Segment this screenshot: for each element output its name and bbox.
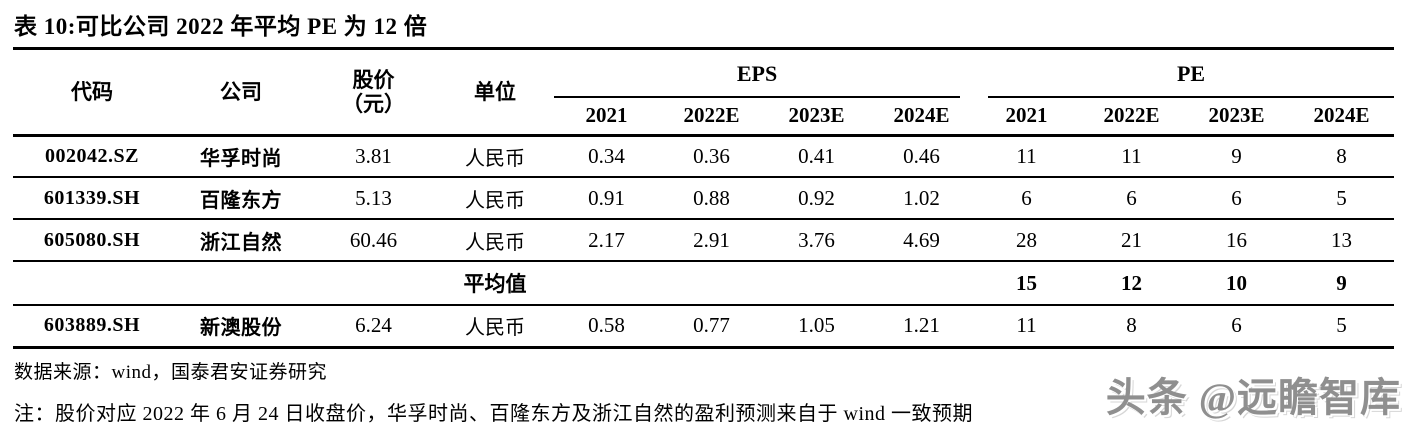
pe-value-cell: 8: [1289, 135, 1395, 178]
price-cell: 5.13: [311, 177, 436, 220]
empty-cell: [13, 261, 171, 306]
price-cell: 60.46: [311, 219, 436, 262]
company-cell: 百隆东方: [171, 177, 311, 220]
header-year-row: 2021 2022E 2023E 2024E 2021 2022E 2023E …: [13, 98, 1395, 137]
empty-cell: [659, 261, 764, 306]
eps-value-cell: 0.77: [659, 305, 764, 349]
column-header-unit: 单位: [436, 50, 554, 137]
comparable-companies-table: 代码 公司 股价 （元） 单位 EPS PE 2021 2022E 2023E …: [13, 50, 1395, 349]
column-header-code: 代码: [13, 50, 171, 137]
pe-value-cell: 21: [1079, 219, 1185, 262]
table-title: 表 10:可比公司 2022 年平均 PE 为 12 倍: [14, 14, 428, 39]
eps-value-cell: 0.34: [554, 135, 659, 178]
eps-value-cell: 1.02: [869, 177, 975, 220]
company-cell: 新澳股份: [171, 305, 311, 349]
eps-year-header: 2021: [554, 98, 659, 137]
pe-value-cell: 11: [974, 135, 1080, 178]
code-cell: 605080.SH: [13, 219, 171, 262]
pe-value-cell: 11: [1079, 135, 1185, 178]
pe-value-cell: 13: [1289, 219, 1395, 262]
pe-value-cell: 6: [1184, 177, 1290, 220]
code-cell: 601339.SH: [13, 177, 171, 220]
eps-value-cell: 2.91: [659, 219, 764, 262]
pe-average-cell: 9: [1289, 261, 1395, 306]
eps-value-cell: 0.46: [869, 135, 975, 178]
company-cell: 华孚时尚: [171, 135, 311, 178]
empty-cell: [554, 261, 659, 306]
company-cell: 浙江自然: [171, 219, 311, 262]
table-row-xinao: 603889.SH 新澳股份 6.24 人民币 0.58 0.77 1.05 1…: [13, 305, 1395, 349]
eps-value-cell: 0.36: [659, 135, 764, 178]
eps-value-cell: 0.92: [764, 177, 869, 220]
average-row: 平均值 15 12 10 9: [13, 261, 1395, 306]
group-header-pe-label: PE: [988, 52, 1395, 98]
price-cell: 6.24: [311, 305, 436, 349]
price-header-line2: （元）: [342, 91, 405, 116]
pe-year-header: 2021: [974, 98, 1080, 137]
eps-value-cell: 3.76: [764, 219, 869, 262]
eps-value-cell: 0.88: [659, 177, 764, 220]
pe-value-cell: 6: [974, 177, 1080, 220]
pe-year-header: 2022E: [1079, 98, 1185, 137]
unit-cell: 人民币: [436, 219, 554, 262]
title-rule: [13, 47, 1394, 50]
column-header-company: 公司: [171, 50, 311, 137]
table-row-huafu: 002042.SZ 华孚时尚 3.81 人民币 0.34 0.36 0.41 0…: [13, 135, 1395, 178]
empty-cell: [869, 261, 975, 306]
unit-cell: 人民币: [436, 135, 554, 178]
eps-value-cell: 0.41: [764, 135, 869, 178]
pe-average-cell: 15: [974, 261, 1080, 306]
empty-cell: [171, 261, 311, 306]
price-header-line1: 股价: [352, 67, 395, 92]
table-row-bailong: 601339.SH 百隆东方 5.13 人民币 0.91 0.88 0.92 1…: [13, 177, 1395, 220]
pe-value-cell: 11: [974, 305, 1080, 349]
pe-value-cell: 6: [1079, 177, 1185, 220]
eps-value-cell: 0.58: [554, 305, 659, 349]
empty-cell: [311, 261, 436, 306]
watermark-toutiao-yuanzhan: 头条 @远瞻智库: [1105, 375, 1401, 420]
table-row-zhejiang: 605080.SH 浙江自然 60.46 人民币 2.17 2.91 3.76 …: [13, 219, 1395, 262]
unit-cell: 人民币: [436, 177, 554, 220]
eps-value-cell: 1.21: [869, 305, 975, 349]
average-label: 平均值: [436, 261, 554, 306]
eps-value-cell: 4.69: [869, 219, 975, 262]
code-cell: 603889.SH: [13, 305, 171, 349]
table-footer: 数据来源：wind，国泰君安证券研究 注：股价对应 2022 年 6 月 24 …: [14, 357, 1393, 426]
pe-value-cell: 9: [1184, 135, 1290, 178]
pe-year-header: 2024E: [1289, 98, 1395, 137]
eps-value-cell: 0.91: [554, 177, 659, 220]
pe-year-header: 2023E: [1184, 98, 1290, 137]
pe-value-cell: 6: [1184, 305, 1290, 349]
pe-value-cell: 28: [974, 219, 1080, 262]
group-header-eps: EPS: [554, 50, 974, 98]
pe-average-cell: 10: [1184, 261, 1290, 306]
pe-value-cell: 5: [1289, 305, 1395, 349]
group-header-pe: PE: [974, 50, 1395, 98]
pe-average-cell: 12: [1079, 261, 1185, 306]
eps-year-header: 2023E: [764, 98, 869, 137]
eps-value-cell: 2.17: [554, 219, 659, 262]
eps-year-header: 2024E: [869, 98, 975, 137]
data-source-line: 数据来源：wind，国泰君安证券研究: [14, 361, 328, 383]
note-line: 注：股价对应 2022 年 6 月 24 日收盘价，华孚时尚、百隆东方及浙江自然…: [14, 402, 973, 425]
pe-value-cell: 16: [1184, 219, 1290, 262]
column-header-price: 股价 （元）: [311, 50, 436, 137]
empty-cell: [764, 261, 869, 306]
eps-value-cell: 1.05: [764, 305, 869, 349]
header-group-row: 代码 公司 股价 （元） 单位 EPS PE: [13, 50, 1395, 137]
price-cell: 3.81: [311, 135, 436, 178]
code-cell: 002042.SZ: [13, 135, 171, 178]
group-header-eps-label: EPS: [554, 52, 961, 98]
unit-cell: 人民币: [436, 305, 554, 349]
eps-year-header: 2022E: [659, 98, 764, 137]
pe-value-cell: 8: [1079, 305, 1185, 349]
pe-value-cell: 5: [1289, 177, 1395, 220]
